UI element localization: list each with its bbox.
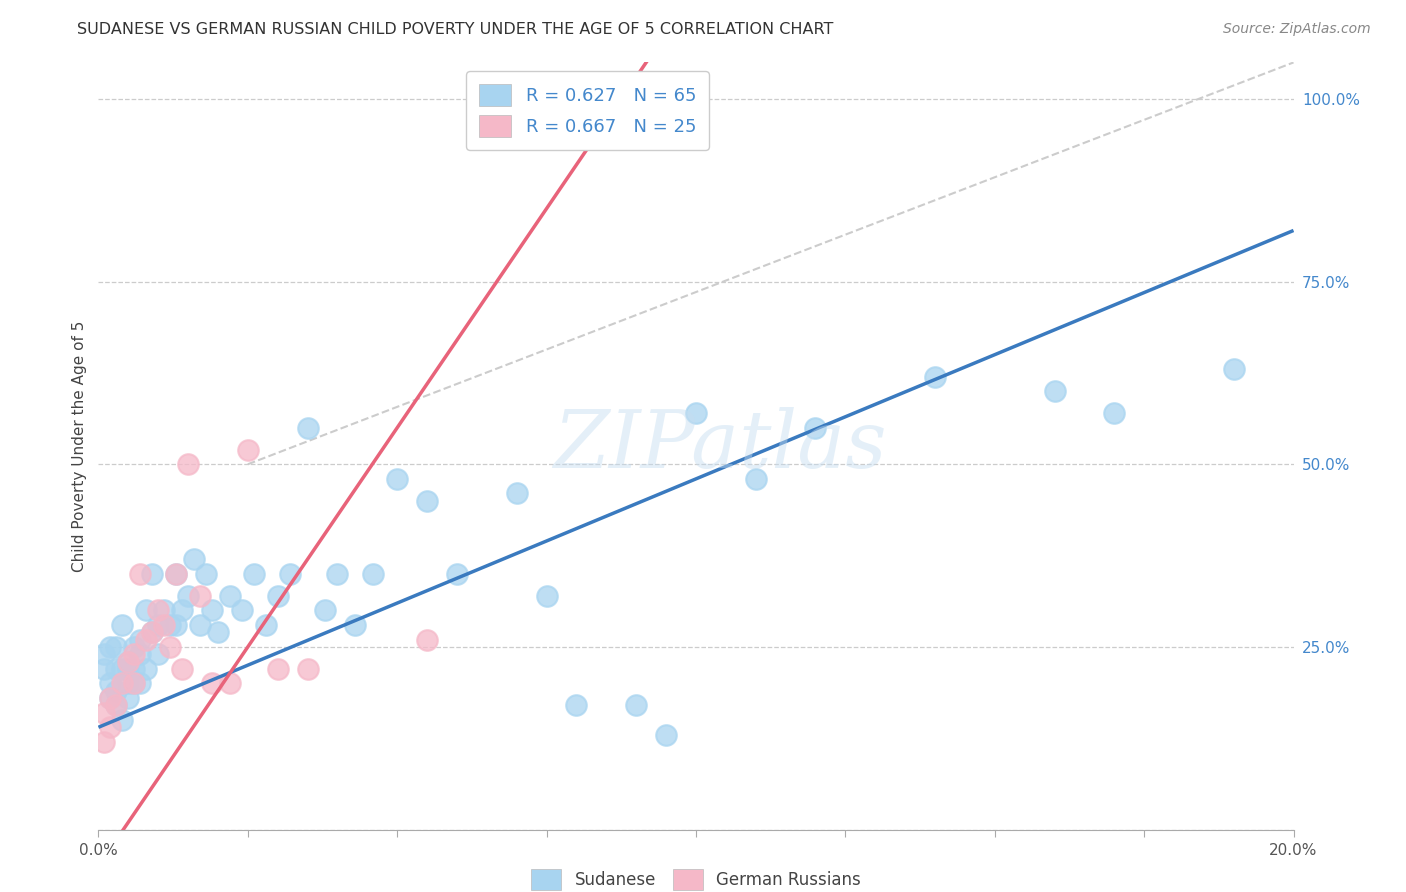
Point — [93, 662, 115, 676]
Point — [111, 662, 134, 676]
Point — [141, 625, 163, 640]
Point — [177, 589, 200, 603]
Point — [135, 603, 157, 617]
Text: ZIPatlas: ZIPatlas — [553, 408, 887, 484]
Point — [129, 632, 152, 647]
Point — [188, 589, 211, 603]
Point — [685, 406, 707, 420]
Point — [124, 640, 146, 654]
Point — [219, 676, 242, 690]
Point — [326, 566, 349, 581]
Point — [148, 647, 170, 661]
Point — [135, 632, 157, 647]
Point — [626, 698, 648, 713]
Point — [363, 566, 385, 581]
Point — [93, 735, 115, 749]
Point — [297, 662, 319, 676]
Point — [506, 486, 529, 500]
Point — [148, 603, 170, 617]
Point — [159, 640, 181, 654]
Point — [105, 698, 128, 713]
Point — [1043, 384, 1066, 399]
Point — [385, 472, 409, 486]
Point — [924, 369, 946, 384]
Point — [129, 676, 152, 690]
Point — [188, 618, 211, 632]
Point — [745, 472, 768, 486]
Point — [124, 647, 146, 661]
Point — [254, 618, 277, 632]
Point — [111, 618, 134, 632]
Point — [148, 618, 170, 632]
Point — [117, 662, 139, 676]
Point — [297, 421, 319, 435]
Point — [93, 647, 115, 661]
Point — [536, 589, 558, 603]
Point — [129, 647, 152, 661]
Point — [416, 632, 439, 647]
Point — [195, 566, 218, 581]
Point — [105, 683, 128, 698]
Point — [111, 713, 134, 727]
Point — [98, 691, 122, 706]
Point — [278, 566, 301, 581]
Y-axis label: Child Poverty Under the Age of 5: Child Poverty Under the Age of 5 — [72, 320, 87, 572]
Point — [183, 552, 205, 566]
Point — [153, 618, 176, 632]
Point — [124, 662, 146, 676]
Point — [98, 720, 122, 734]
Point — [93, 706, 115, 720]
Point — [141, 625, 163, 640]
Point — [105, 662, 128, 676]
Point — [207, 625, 229, 640]
Point — [141, 566, 163, 581]
Point — [446, 566, 468, 581]
Point — [201, 603, 224, 617]
Point — [416, 493, 439, 508]
Point — [98, 640, 122, 654]
Text: Source: ZipAtlas.com: Source: ZipAtlas.com — [1223, 22, 1371, 37]
Point — [315, 603, 337, 617]
Point — [129, 566, 152, 581]
Point — [135, 662, 157, 676]
Point — [172, 662, 194, 676]
Point — [1223, 362, 1246, 376]
Point — [117, 676, 139, 690]
Point — [201, 676, 224, 690]
Point — [124, 676, 146, 690]
Point — [165, 618, 187, 632]
Point — [236, 442, 259, 457]
Point — [117, 655, 139, 669]
Point — [344, 618, 367, 632]
Point — [153, 603, 176, 617]
Point — [111, 676, 134, 690]
Legend: R = 0.627   N = 65, R = 0.667   N = 25: R = 0.627 N = 65, R = 0.667 N = 25 — [465, 71, 709, 150]
Point — [219, 589, 242, 603]
Point — [159, 618, 181, 632]
Point — [105, 640, 128, 654]
Point — [267, 662, 290, 676]
Point — [804, 421, 827, 435]
Point — [655, 728, 678, 742]
Point — [565, 698, 588, 713]
Point — [243, 566, 266, 581]
Point — [231, 603, 253, 617]
Point — [165, 566, 187, 581]
Point — [98, 691, 122, 706]
Point — [117, 655, 139, 669]
Text: SUDANESE VS GERMAN RUSSIAN CHILD POVERTY UNDER THE AGE OF 5 CORRELATION CHART: SUDANESE VS GERMAN RUSSIAN CHILD POVERTY… — [77, 22, 834, 37]
Point — [105, 698, 128, 713]
Point — [98, 676, 122, 690]
Point — [267, 589, 290, 603]
Point — [124, 676, 146, 690]
Point — [172, 603, 194, 617]
Point — [1104, 406, 1126, 420]
Point — [165, 566, 187, 581]
Point — [117, 691, 139, 706]
Point — [177, 457, 200, 471]
